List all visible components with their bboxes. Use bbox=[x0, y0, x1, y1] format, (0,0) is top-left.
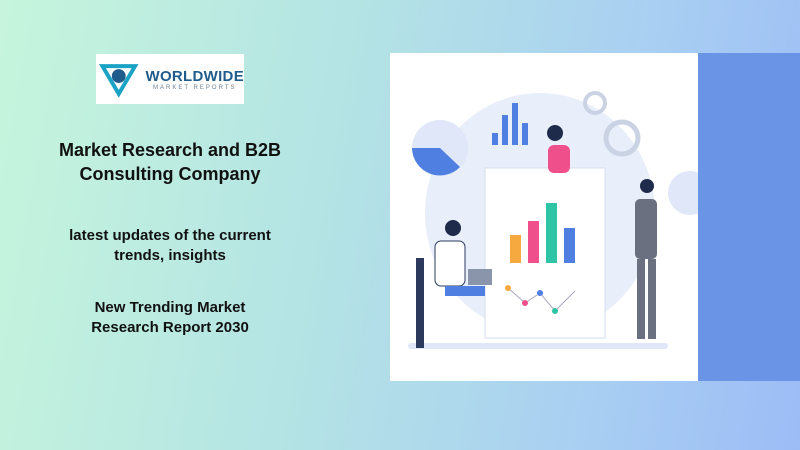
illustration-panel bbox=[390, 53, 712, 381]
logo-main-text: WORLDWIDE bbox=[145, 67, 244, 85]
company-logo: WORLDWIDE MARKET REPORTS bbox=[96, 54, 244, 104]
accent-block bbox=[698, 53, 800, 381]
tagline: latest updates of the current trends, in… bbox=[69, 227, 271, 264]
report-title: New Trending Market Research Report 2030 bbox=[91, 299, 249, 336]
headline: Market Research and B2B Consulting Compa… bbox=[58, 140, 282, 184]
logo-sub-text: MARKET REPORTS bbox=[153, 84, 237, 91]
market-research-illustration bbox=[408, 91, 712, 349]
globe-triangle-icon bbox=[98, 64, 139, 98]
